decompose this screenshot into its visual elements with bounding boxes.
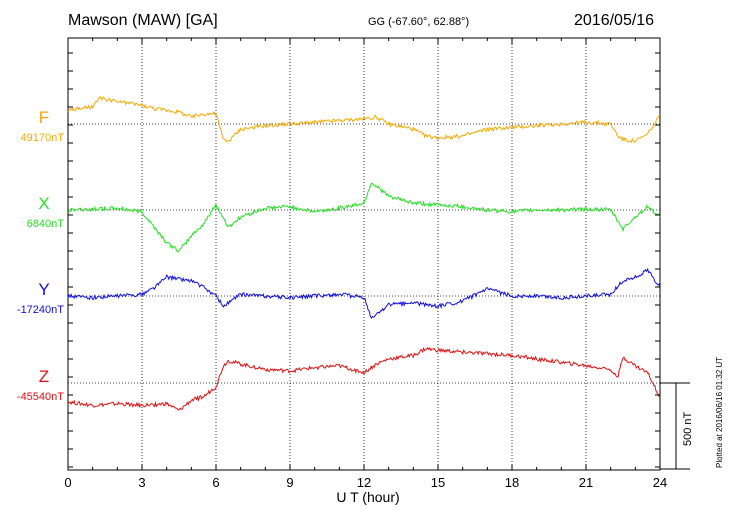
series-baseline-f: 49170nT: [21, 132, 65, 144]
chart-date: 2016/05/16: [574, 12, 655, 29]
series-name-y: Y: [38, 280, 49, 299]
series-labels: F 49170nT X 6840nT Y -17240nT Z -45540nT: [17, 108, 64, 403]
x-tick-label: 15: [431, 475, 445, 490]
series-name-z: Z: [39, 367, 49, 386]
scale-bar-label: 500 nT: [682, 411, 694, 446]
x-axis-ticks: 0 3 6 9 12 15 18 21 24: [64, 38, 667, 490]
y-axis-ticks: [68, 52, 660, 468]
series-line-f: [67, 95, 660, 143]
series-baseline-z: -45540nT: [17, 391, 64, 403]
station-title: Mawson (MAW) [GA]: [68, 12, 218, 29]
series-name-f: F: [39, 108, 49, 127]
x-tick-label: 0: [64, 475, 71, 490]
series-baseline-x: 6840nT: [27, 218, 65, 230]
x-axis-title: U T (hour): [336, 489, 399, 505]
series-group: [67, 95, 661, 411]
x-tick-label: 3: [138, 475, 145, 490]
x-tick-label: 6: [212, 475, 219, 490]
grid-lines: [141, 38, 587, 470]
scale-bar: 500 nT: [660, 382, 694, 470]
x-tick-label: 18: [505, 475, 519, 490]
series-line-y: [67, 267, 661, 320]
x-tick-label: 21: [579, 475, 593, 490]
x-tick-label: 9: [286, 475, 293, 490]
series-line-x: [67, 182, 661, 253]
series-line-z: [67, 346, 661, 411]
series-baseline-y: -17240nT: [17, 304, 64, 316]
plotted-timestamp: Plotted at 2016/06/16 01:32 UT: [715, 357, 724, 468]
series-name-x: X: [38, 194, 49, 213]
x-tick-label: 24: [653, 475, 667, 490]
station-coordinates: GG (-67.60°, 62.88°): [368, 16, 470, 28]
x-tick-label: 12: [357, 475, 371, 490]
